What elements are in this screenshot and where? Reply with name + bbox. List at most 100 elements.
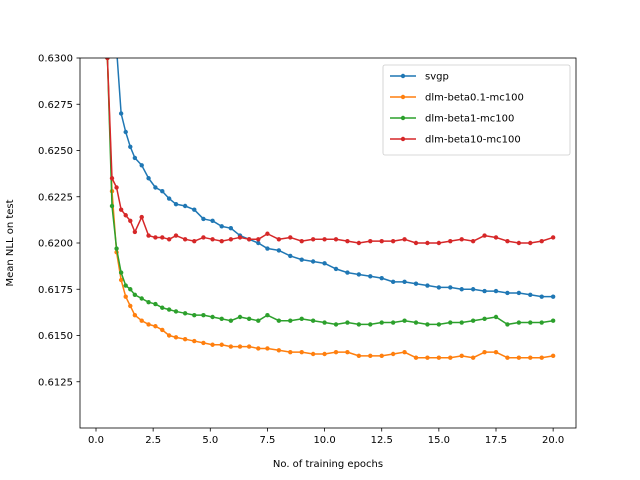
data-point	[470, 238, 476, 244]
data-point	[368, 274, 373, 279]
x-axis-label: No. of training epochs	[273, 459, 383, 470]
data-point	[201, 216, 206, 222]
data-point	[333, 349, 339, 355]
data-point	[459, 287, 464, 292]
data-point	[356, 272, 362, 277]
data-point	[192, 207, 197, 212]
x-tick-label: 15.0	[428, 435, 450, 446]
x-tick-label: 2.5	[145, 435, 161, 446]
data-point	[459, 237, 464, 242]
data-point	[482, 316, 487, 322]
data-point	[390, 238, 396, 244]
data-point	[333, 237, 339, 242]
data-point	[333, 266, 339, 272]
data-point	[459, 320, 464, 325]
data-point	[173, 335, 179, 340]
legend-swatch-marker	[400, 136, 406, 142]
data-point	[505, 290, 510, 296]
data-point	[356, 240, 362, 246]
data-point	[192, 238, 197, 244]
data-point	[505, 238, 510, 244]
legend-item: dlm-beta0.1-mc100	[390, 93, 524, 104]
data-point	[192, 338, 197, 344]
data-point	[210, 218, 215, 223]
legend-item: dlm-beta10-mc100	[390, 135, 521, 146]
data-point	[219, 342, 224, 347]
data-point	[505, 355, 510, 360]
data-point	[109, 176, 115, 181]
data-point	[201, 235, 206, 240]
y-tick-label: 0.6125	[38, 377, 73, 388]
data-point	[413, 355, 419, 360]
data-point	[528, 240, 533, 246]
data-point	[299, 316, 304, 322]
data-point	[550, 235, 556, 240]
data-point	[160, 305, 165, 310]
legend-label: dlm-beta10-mc100	[425, 135, 521, 146]
x-tick-label: 20.0	[542, 435, 564, 446]
data-point	[310, 318, 316, 323]
y-axis-label: Mean NLL on test	[5, 199, 16, 286]
data-point	[539, 294, 544, 299]
legend-label: dlm-beta1-mc100	[425, 114, 514, 125]
data-point	[228, 318, 234, 323]
data-point	[322, 237, 327, 242]
data-point	[288, 235, 293, 240]
data-point	[299, 238, 304, 244]
x-tick-label: 12.5	[371, 435, 393, 446]
data-point	[166, 307, 172, 312]
y-tick-label: 0.6275	[38, 100, 73, 111]
data-point	[276, 318, 282, 323]
data-point	[299, 257, 304, 262]
data-point	[528, 355, 533, 360]
data-point	[516, 355, 522, 360]
data-point	[368, 322, 373, 327]
data-point	[166, 237, 172, 242]
data-point	[539, 355, 544, 360]
data-point	[210, 237, 215, 242]
data-point	[288, 253, 293, 259]
legend-label: dlm-beta0.1-mc100	[425, 93, 524, 104]
data-point	[516, 290, 522, 296]
data-point	[228, 226, 234, 231]
data-point	[123, 129, 128, 135]
data-point	[550, 318, 556, 323]
data-point	[288, 349, 293, 355]
data-point	[276, 248, 282, 253]
data-point	[146, 233, 151, 238]
data-point	[256, 240, 261, 246]
data-point	[402, 237, 407, 242]
data-point	[528, 292, 533, 297]
data-point	[237, 235, 243, 240]
data-point	[425, 283, 430, 288]
legend-item: dlm-beta1-mc100	[390, 114, 514, 125]
data-point	[146, 322, 151, 327]
data-point	[128, 303, 133, 309]
data-point	[173, 233, 179, 238]
data-point	[123, 283, 128, 288]
data-point	[368, 238, 373, 244]
data-point	[470, 287, 476, 292]
data-point	[310, 351, 316, 357]
data-point	[219, 224, 224, 229]
data-point	[482, 288, 487, 294]
data-point	[448, 238, 453, 244]
data-point	[228, 344, 234, 349]
data-point	[402, 318, 407, 323]
data-point	[505, 322, 510, 327]
data-point	[539, 320, 544, 325]
data-point	[118, 207, 124, 212]
x-tick-label: 5.0	[202, 435, 218, 446]
y-tick-label: 0.6225	[38, 192, 73, 203]
data-point	[402, 349, 407, 355]
data-point	[413, 320, 419, 325]
data-point	[539, 238, 544, 244]
y-tick-label: 0.6200	[38, 239, 73, 250]
data-point	[482, 233, 487, 238]
data-point	[550, 353, 556, 359]
data-point	[256, 237, 261, 242]
series-svgp	[116, 58, 556, 299]
legend-swatch-marker	[400, 73, 406, 79]
data-point	[123, 213, 128, 218]
